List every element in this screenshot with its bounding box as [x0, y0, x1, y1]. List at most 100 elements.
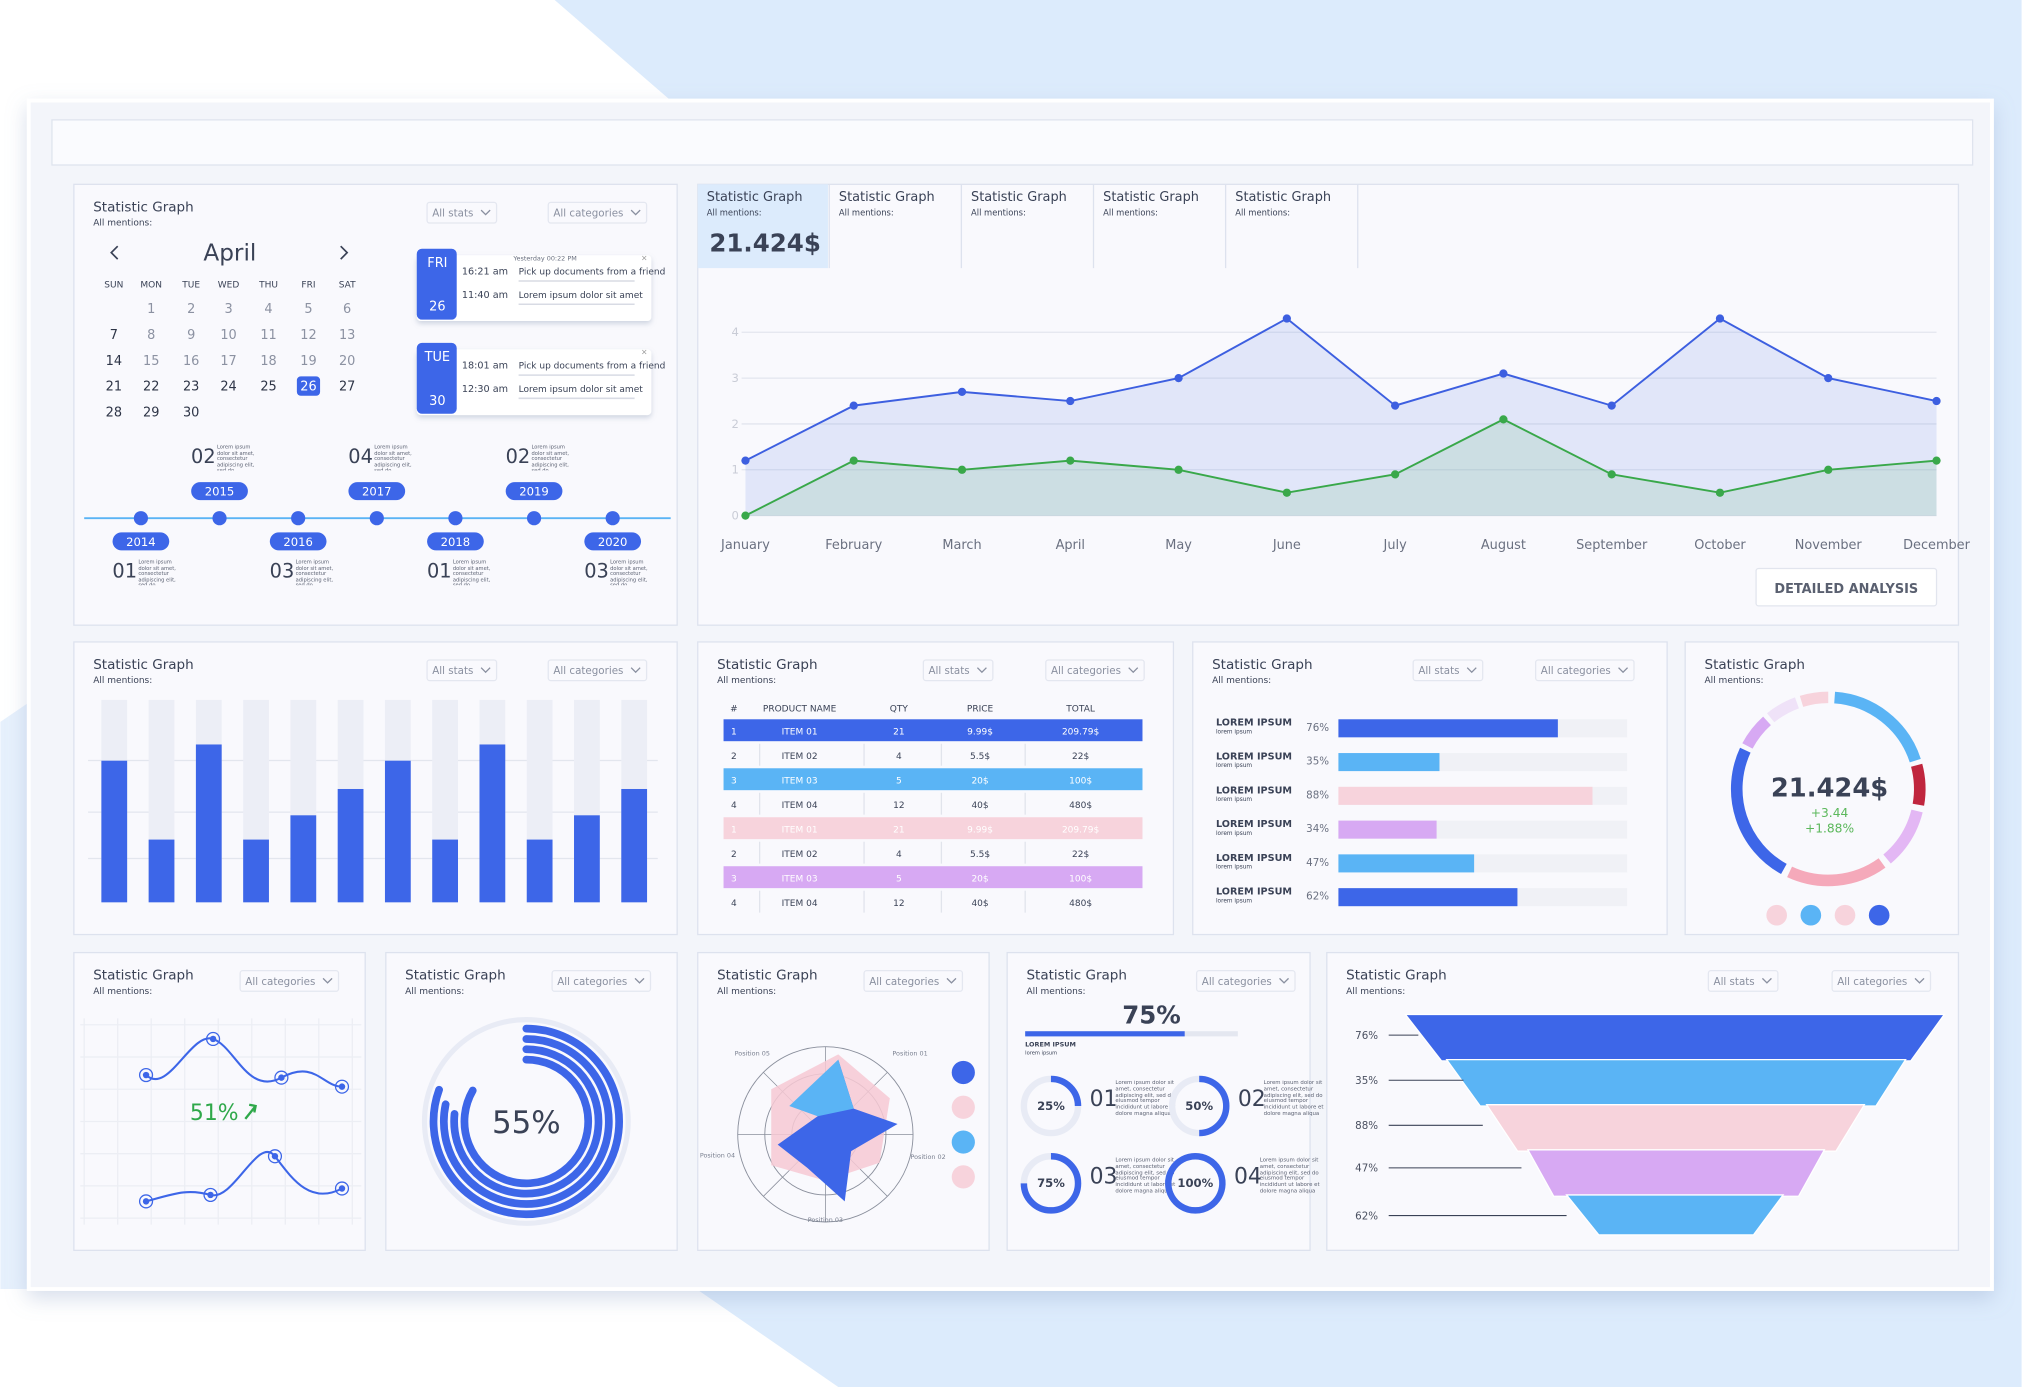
table-cell: 21	[893, 826, 904, 836]
day[interactable]: 9	[187, 328, 195, 343]
filter-box[interactable]	[426, 659, 498, 682]
filter-dropdown[interactable]: All categories	[1837, 976, 1907, 988]
detailed-analysis-button[interactable]	[1755, 567, 1938, 607]
day[interactable]: 11	[260, 328, 276, 343]
filter-dropdown[interactable]: All categories	[245, 976, 315, 988]
value-label: 47%	[1306, 857, 1329, 869]
button-label[interactable]: DETAILED ANALYSIS	[1774, 582, 1918, 597]
day[interactable]: 2	[187, 302, 195, 317]
filter-dropdown[interactable]: All categories	[1541, 665, 1611, 677]
day[interactable]: 10	[220, 328, 236, 343]
day[interactable]: 29	[143, 405, 159, 420]
day[interactable]: 14	[106, 354, 122, 369]
filter-box[interactable]	[1195, 969, 1296, 992]
filter-dropdown[interactable]: All categories	[557, 976, 627, 988]
day[interactable]: 4	[264, 302, 272, 317]
day[interactable]: 13	[339, 328, 355, 343]
donut-segment	[1787, 858, 1886, 887]
filter-dropdown[interactable]: All categories	[1051, 665, 1121, 677]
filter-dropdown[interactable]: All stats	[432, 665, 473, 677]
close: ×	[641, 347, 647, 356]
day[interactable]: 16	[183, 354, 199, 369]
prev-arrow[interactable]	[110, 245, 119, 260]
filter-box[interactable]	[547, 201, 648, 224]
day[interactable]: 12	[300, 328, 316, 343]
ring-label: 50%	[1185, 1099, 1213, 1113]
timeline-dot	[448, 511, 463, 526]
day[interactable]: 6	[343, 302, 351, 317]
filter-dropdown[interactable]: All categories	[1202, 976, 1272, 988]
active-tab[interactable]	[697, 184, 828, 269]
close: ×	[641, 253, 647, 262]
funnel-layer	[1526, 1149, 1826, 1197]
day[interactable]: 21	[106, 380, 122, 395]
day[interactable]: 28	[106, 405, 122, 420]
table-cell: 22$	[1072, 752, 1089, 762]
day[interactable]: 27	[339, 380, 355, 395]
day[interactable]: 22	[143, 380, 159, 395]
day[interactable]: 24	[220, 380, 236, 395]
lorem-block: Lorem ipsum dolor sit amet, consectetur …	[610, 559, 648, 585]
bar	[621, 788, 648, 903]
filter-dropdown[interactable]: All categories	[869, 976, 939, 988]
day[interactable]: 3	[224, 302, 232, 317]
table-cell: 9.99$	[967, 728, 993, 738]
filter-box[interactable]	[863, 969, 964, 992]
day[interactable]: 17	[220, 354, 236, 369]
day[interactable]: 25	[260, 380, 276, 395]
filter-box[interactable]	[1534, 659, 1635, 682]
row-highlight	[723, 768, 1143, 791]
timeline-dot	[369, 511, 384, 526]
filter-box[interactable]	[1045, 659, 1145, 682]
filter-box[interactable]	[547, 659, 648, 682]
filter-box[interactable]	[239, 969, 340, 992]
filter-dropdown[interactable]: All stats	[432, 208, 473, 220]
day[interactable]: 20	[339, 354, 355, 369]
bar	[384, 760, 411, 903]
day[interactable]: 7	[110, 328, 118, 343]
day[interactable]: 26	[300, 380, 316, 395]
bar	[290, 815, 317, 903]
day[interactable]: 8	[147, 328, 155, 343]
legend-dot	[951, 1060, 975, 1085]
year: 2015	[205, 485, 235, 499]
table-cell: 12	[893, 899, 904, 909]
filter-box[interactable]	[1412, 659, 1484, 682]
year-pill	[269, 532, 327, 551]
bar	[101, 760, 128, 903]
filter-dropdown[interactable]: All stats	[1714, 976, 1755, 988]
ring-arc	[1199, 1075, 1230, 1137]
filter-box[interactable]	[1831, 969, 1932, 992]
filter-box[interactable]	[1707, 969, 1779, 992]
chevron	[1761, 977, 1772, 984]
table-cell: 9.99$	[967, 826, 993, 836]
day[interactable]: 18	[260, 354, 276, 369]
day[interactable]: 19	[300, 354, 316, 369]
table-cell: 480$	[1069, 801, 1092, 811]
day[interactable]: 15	[143, 354, 159, 369]
table-cell: 5	[896, 777, 902, 787]
panel	[697, 183, 1960, 626]
header-sub: lorem ipsum	[1025, 1050, 1057, 1056]
lorem-block: Lorem ipsum dolor sit amet, consectetur …	[531, 445, 569, 471]
filter-dropdown[interactable]: All categories	[553, 208, 623, 220]
filter-dropdown[interactable]: All stats	[1418, 665, 1459, 677]
filter-dropdown[interactable]: All stats	[929, 665, 970, 677]
filter-box[interactable]	[551, 969, 652, 992]
x-tick-label: December	[1903, 538, 1970, 553]
next-arrow[interactable]	[340, 245, 349, 260]
filter-dropdown[interactable]: All categories	[553, 665, 623, 677]
filter-box[interactable]	[426, 201, 498, 224]
chevron	[1914, 977, 1925, 984]
day[interactable]: 23	[183, 380, 199, 395]
ring-arc	[460, 1055, 593, 1188]
day[interactable]: 30	[183, 405, 199, 420]
day[interactable]: 1	[147, 302, 155, 317]
x-tick-label: January	[720, 538, 770, 553]
tab-title: Statistic Graph	[971, 190, 1067, 205]
chevron	[1466, 667, 1477, 674]
table-cell: 209.79$	[1062, 728, 1099, 738]
filter-box[interactable]	[922, 659, 994, 682]
tab-subtitle: All mentions:	[707, 207, 762, 217]
day[interactable]: 5	[304, 302, 312, 317]
